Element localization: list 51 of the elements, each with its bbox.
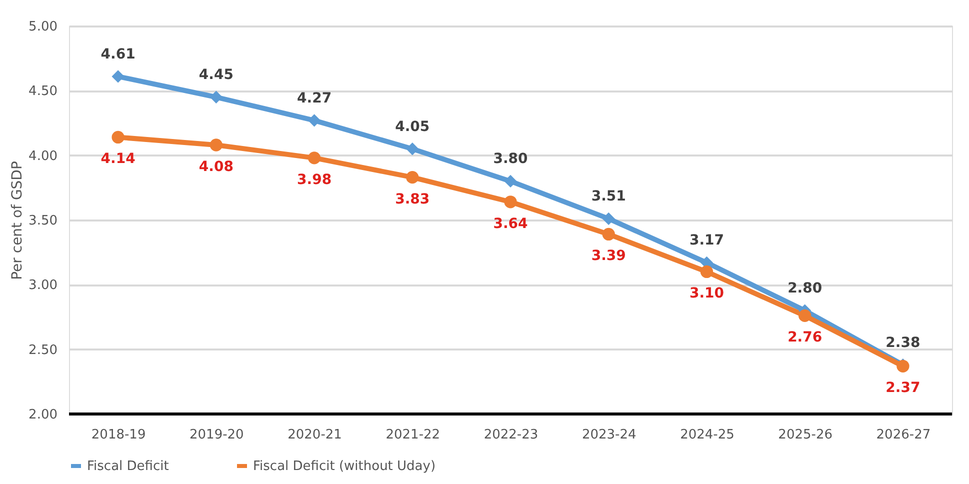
data-label: 3.10 xyxy=(689,286,724,302)
point xyxy=(210,138,222,152)
legend-label: Fiscal Deficit (without Uday) xyxy=(253,459,436,474)
data-label: 3.51 xyxy=(591,188,626,205)
point xyxy=(308,152,321,164)
x-tick-label: 2025-26 xyxy=(778,428,832,442)
data-label: 4.61 xyxy=(100,46,136,62)
data-label: 3.64 xyxy=(493,216,528,232)
data-label: 2.80 xyxy=(788,280,822,297)
point xyxy=(112,130,124,144)
y-tick-label: 4.50 xyxy=(28,84,58,100)
x-tick-label: 2026-27 xyxy=(876,428,931,442)
y-axis-title: Per cent of GSDP xyxy=(10,161,26,280)
point xyxy=(112,70,124,83)
data-label: 4.08 xyxy=(198,158,234,175)
y-tick-label: 4.00 xyxy=(28,148,58,164)
data-label: 2.76 xyxy=(788,330,822,346)
data-label: 4.27 xyxy=(297,90,332,106)
x-tick-label: 2019-20 xyxy=(190,428,244,442)
data-label: 2.38 xyxy=(886,334,920,351)
y-tick-label: 5.00 xyxy=(28,20,58,34)
point xyxy=(798,309,812,322)
point xyxy=(602,212,615,226)
data-label: 2.37 xyxy=(886,380,920,396)
x-tick-label: 2024-25 xyxy=(680,428,734,442)
y-tick-label: 2.00 xyxy=(28,408,58,422)
point xyxy=(602,228,615,241)
x-tick-label: 2020-21 xyxy=(288,428,342,442)
x-tick-label: 2023-24 xyxy=(582,428,636,442)
data-label: 3.98 xyxy=(297,172,332,188)
x-tick-label: 2022-23 xyxy=(484,428,538,442)
data-label: 4.45 xyxy=(198,67,234,84)
y-tick-label: 3.50 xyxy=(28,214,58,228)
data-label: 3.17 xyxy=(689,232,724,249)
point xyxy=(210,90,222,104)
y-tick-label: 3.00 xyxy=(28,278,58,294)
point xyxy=(504,196,517,208)
point xyxy=(406,142,419,156)
data-label: 4.05 xyxy=(395,118,430,135)
point xyxy=(700,265,714,278)
data-label: 3.39 xyxy=(591,248,626,264)
data-label: 3.80 xyxy=(493,151,528,168)
data-label: 4.14 xyxy=(100,151,136,168)
x-tick-label: 2018-19 xyxy=(91,428,146,442)
point xyxy=(504,174,517,188)
data-label: 3.83 xyxy=(395,191,430,208)
y-tick-label: 2.50 xyxy=(28,342,58,358)
point xyxy=(308,114,321,127)
x-tick-label: 2021-22 xyxy=(386,428,440,442)
point xyxy=(406,171,419,184)
legend-label: Fiscal Deficit xyxy=(87,459,169,474)
